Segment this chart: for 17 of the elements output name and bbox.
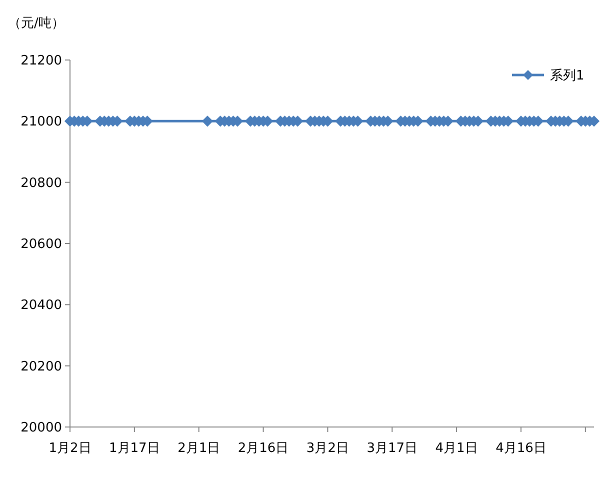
x-tick-label: 1月2日 — [48, 441, 92, 456]
x-tick-label: 4月16日 — [496, 441, 546, 456]
y-tick-label: 20600 — [20, 237, 62, 252]
x-tick-label: 3月2日 — [306, 441, 349, 456]
y-tick-label: 21200 — [20, 54, 62, 69]
y-tick-label: 20800 — [20, 176, 62, 191]
legend-label: 系列1 — [550, 68, 584, 84]
x-tick-label: 4月1日 — [435, 441, 478, 456]
y-tick-label: 20000 — [20, 420, 62, 436]
x-tick-label: 3月17日 — [366, 441, 418, 456]
x-tick-label: 1月17日 — [109, 441, 160, 456]
y-tick-label: 20200 — [20, 359, 62, 374]
x-tick-label: 2月1日 — [178, 441, 220, 456]
y-tick-label: 21000 — [20, 114, 62, 130]
x-tick-label: 2月16日 — [238, 441, 289, 456]
y-tick-label: 20400 — [20, 298, 62, 314]
y-axis-title: （元/吨） — [8, 16, 64, 31]
